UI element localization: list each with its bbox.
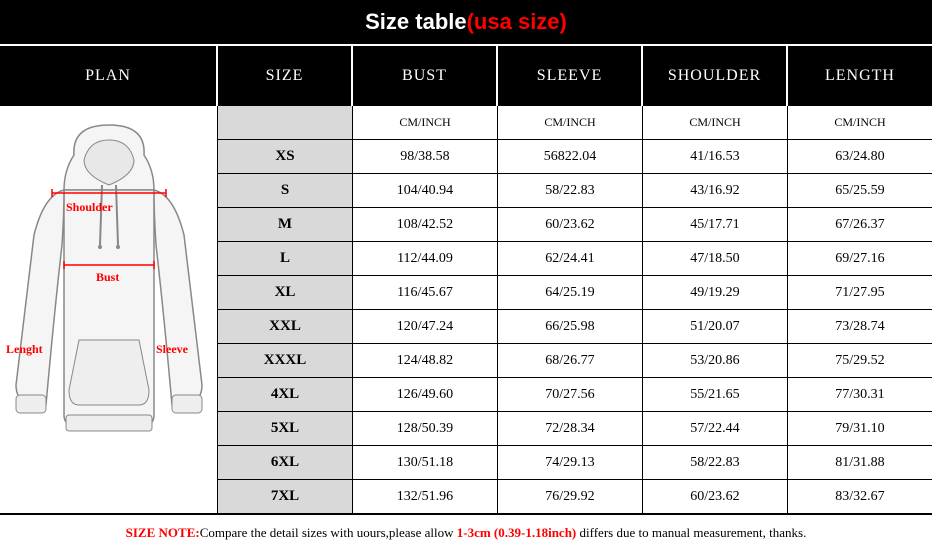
cell-sleeve: 74/29.13 <box>498 446 643 479</box>
cell-length: 81/31.88 <box>788 446 932 479</box>
note-highlight: 1-3cm (0.39-1.18inch) <box>457 525 577 540</box>
table-row: 7XL132/51.9676/29.9260/23.6283/32.67 <box>218 480 932 514</box>
cell-shoulder: 58/22.83 <box>643 446 788 479</box>
header-length: LENGTH <box>788 46 932 106</box>
table-row: S104/40.9458/22.8343/16.9265/25.59 <box>218 174 932 208</box>
cell-shoulder: 41/16.53 <box>643 140 788 173</box>
cell-length: 65/25.59 <box>788 174 932 207</box>
cell-sleeve: 64/25.19 <box>498 276 643 309</box>
cell-shoulder: 51/20.07 <box>643 310 788 343</box>
cell-bust: 98/38.58 <box>353 140 498 173</box>
cell-size: 4XL <box>218 378 353 411</box>
label-shoulder: Shoulder <box>66 200 113 214</box>
unit-shoulder: CM/INCH <box>643 106 788 139</box>
unit-bust: CM/INCH <box>353 106 498 139</box>
table-row: 6XL130/51.1874/29.1358/22.8381/31.88 <box>218 446 932 480</box>
cell-size: XL <box>218 276 353 309</box>
cell-bust: 126/49.60 <box>353 378 498 411</box>
title-suffix: (usa size) <box>467 9 567 35</box>
cell-length: 69/27.16 <box>788 242 932 275</box>
cell-shoulder: 55/21.65 <box>643 378 788 411</box>
cell-length: 63/24.80 <box>788 140 932 173</box>
size-note: SIZE NOTE:Compare the detail sizes with … <box>0 514 932 550</box>
cell-size: 5XL <box>218 412 353 445</box>
cell-size: M <box>218 208 353 241</box>
cell-shoulder: 47/18.50 <box>643 242 788 275</box>
cell-sleeve: 56822.04 <box>498 140 643 173</box>
note-suffix: differs due to manual measurement, thank… <box>576 525 806 540</box>
label-bust: Bust <box>96 270 119 284</box>
cell-bust: 132/51.96 <box>353 480 498 513</box>
cell-size: 6XL <box>218 446 353 479</box>
cell-length: 79/31.10 <box>788 412 932 445</box>
cell-sleeve: 58/22.83 <box>498 174 643 207</box>
label-length: Lenght <box>6 342 43 356</box>
cell-sleeve: 62/24.41 <box>498 242 643 275</box>
cell-length: 75/29.52 <box>788 344 932 377</box>
title-main: Size table <box>365 9 466 35</box>
title-bar: Size table (usa size) <box>0 0 932 44</box>
cell-length: 67/26.37 <box>788 208 932 241</box>
cell-shoulder: 53/20.86 <box>643 344 788 377</box>
cell-sleeve: 68/26.77 <box>498 344 643 377</box>
table-row: M108/42.5260/23.6245/17.7167/26.37 <box>218 208 932 242</box>
table-row: L112/44.0962/24.4147/18.5069/27.16 <box>218 242 932 276</box>
table-header: PLAN SIZE BUST SLEEVE SHOULDER LENGTH <box>0 44 932 106</box>
cell-length: 71/27.95 <box>788 276 932 309</box>
cell-size: XXXL <box>218 344 353 377</box>
cell-size: XS <box>218 140 353 173</box>
unit-size-blank <box>218 106 353 139</box>
hoodie-icon: Shoulder Bust Lenght Sleeve <box>4 115 214 505</box>
header-bust: BUST <box>353 46 498 106</box>
cell-sleeve: 60/23.62 <box>498 208 643 241</box>
table-row: XS98/38.5856822.0441/16.5363/24.80 <box>218 140 932 174</box>
header-shoulder: SHOULDER <box>643 46 788 106</box>
table-row: 4XL126/49.6070/27.5655/21.6577/30.31 <box>218 378 932 412</box>
cell-size: 7XL <box>218 480 353 513</box>
cell-length: 83/32.67 <box>788 480 932 513</box>
cell-size: XXL <box>218 310 353 343</box>
unit-row: CM/INCH CM/INCH CM/INCH CM/INCH <box>218 106 932 140</box>
cell-bust: 130/51.18 <box>353 446 498 479</box>
note-prefix: SIZE NOTE: <box>126 525 200 540</box>
cell-shoulder: 49/19.29 <box>643 276 788 309</box>
header-plan: PLAN <box>0 46 218 106</box>
cell-sleeve: 76/29.92 <box>498 480 643 513</box>
plan-diagram: Shoulder Bust Lenght Sleeve <box>0 106 218 514</box>
content-row: Shoulder Bust Lenght Sleeve CM/INCH CM/I… <box>0 106 932 514</box>
cell-shoulder: 60/23.62 <box>643 480 788 513</box>
table-row: XXXL124/48.8268/26.7753/20.8675/29.52 <box>218 344 932 378</box>
header-size: SIZE <box>218 46 353 106</box>
header-sleeve: SLEEVE <box>498 46 643 106</box>
cell-bust: 124/48.82 <box>353 344 498 377</box>
table-row: XXL120/47.2466/25.9851/20.0773/28.74 <box>218 310 932 344</box>
cell-size: S <box>218 174 353 207</box>
cell-sleeve: 66/25.98 <box>498 310 643 343</box>
table-row: XL116/45.6764/25.1949/19.2971/27.95 <box>218 276 932 310</box>
cell-sleeve: 70/27.56 <box>498 378 643 411</box>
unit-sleeve: CM/INCH <box>498 106 643 139</box>
cell-bust: 104/40.94 <box>353 174 498 207</box>
cell-bust: 116/45.67 <box>353 276 498 309</box>
note-mid: Compare the detail sizes with uours,plea… <box>200 525 457 540</box>
table-row: 5XL128/50.3972/28.3457/22.4479/31.10 <box>218 412 932 446</box>
cell-bust: 120/47.24 <box>353 310 498 343</box>
cell-length: 73/28.74 <box>788 310 932 343</box>
cell-bust: 128/50.39 <box>353 412 498 445</box>
cell-bust: 112/44.09 <box>353 242 498 275</box>
cell-sleeve: 72/28.34 <box>498 412 643 445</box>
size-table: CM/INCH CM/INCH CM/INCH CM/INCH XS98/38.… <box>218 106 932 514</box>
cell-length: 77/30.31 <box>788 378 932 411</box>
cell-bust: 108/42.52 <box>353 208 498 241</box>
cell-shoulder: 57/22.44 <box>643 412 788 445</box>
cell-shoulder: 45/17.71 <box>643 208 788 241</box>
cell-shoulder: 43/16.92 <box>643 174 788 207</box>
label-sleeve: Sleeve <box>156 342 189 356</box>
unit-length: CM/INCH <box>788 106 932 139</box>
cell-size: L <box>218 242 353 275</box>
